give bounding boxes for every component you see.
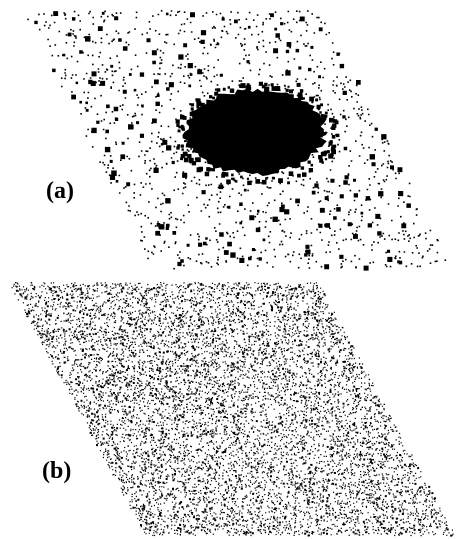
panel-label: (b) [42,458,71,484]
panel-label: (a) [46,178,74,204]
panel-a-cluster [175,81,340,186]
panel-b-particles [11,282,454,537]
panel-a-particles [27,10,447,271]
